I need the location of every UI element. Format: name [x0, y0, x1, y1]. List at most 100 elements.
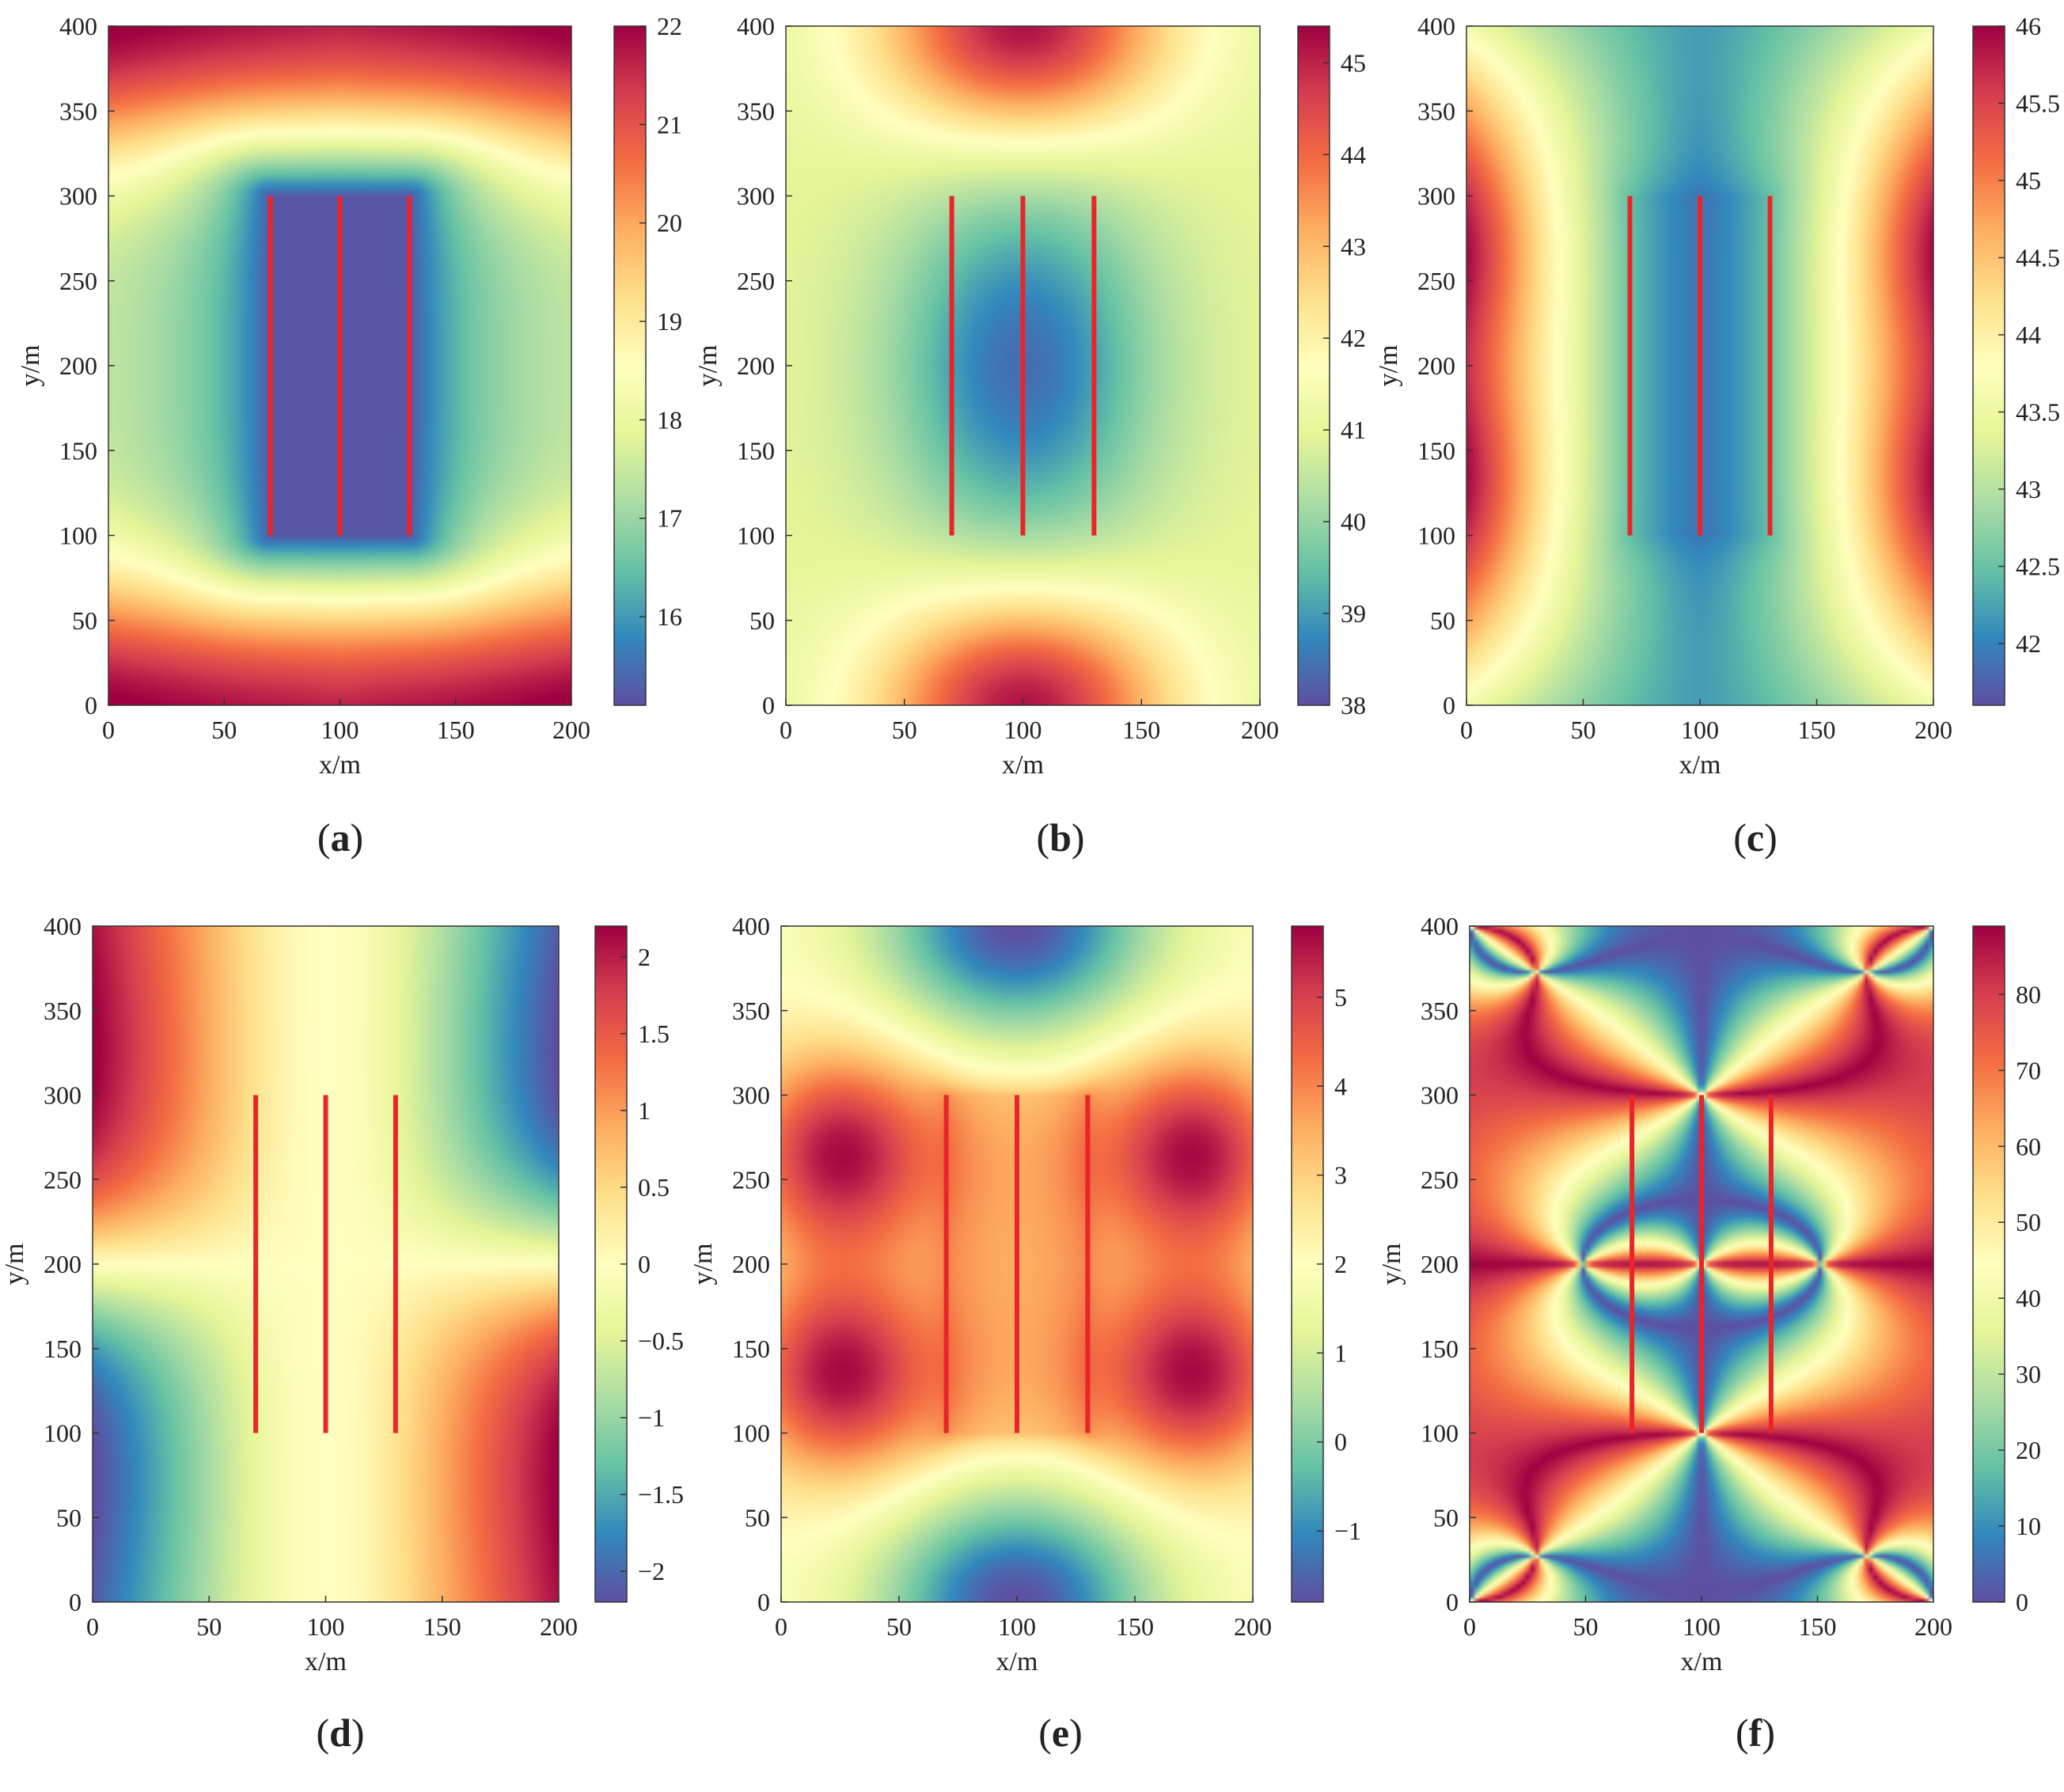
colorbar: [1972, 25, 2005, 706]
x-tick-label: 150: [1116, 1612, 1154, 1641]
x-tick-label: 200: [540, 1612, 578, 1641]
colorbar-tick-label: 40: [1341, 507, 1366, 536]
x-axis-label: x/m: [1681, 1647, 1723, 1676]
colorbar-tick-label: 30: [2016, 1360, 2041, 1388]
y-tick-label: 350: [732, 997, 770, 1025]
y-tick-label: 0: [1446, 1588, 1459, 1616]
x-axis-label: x/m: [996, 1647, 1038, 1676]
panel-label-close: ): [1764, 815, 1778, 860]
x-tick-label: 50: [892, 716, 917, 744]
y-tick-label: 300: [1421, 1081, 1459, 1110]
colorbar-tick-label: 44: [2016, 321, 2041, 349]
y-tick-label: 0: [757, 1588, 770, 1616]
panel-d: 0 50 100 150 200 0 50 100 150 200 250 300 350 400 x/m y…: [0, 912, 684, 1755]
x-tick-label: 0: [1463, 1612, 1476, 1641]
panel-label: (f): [1736, 1710, 1775, 1755]
y-tick-label: 100: [44, 1419, 82, 1448]
y-tick-label: 250: [44, 1165, 82, 1194]
panel-label: (e): [1038, 1710, 1083, 1755]
colorbar-tick-label: 4: [1334, 1072, 1347, 1100]
y-tick-label: 100: [1421, 1419, 1459, 1448]
y-tick-label: 0: [69, 1588, 82, 1616]
x-tick-label: 0: [775, 1612, 787, 1641]
colorbar-tick-label: 45.5: [2016, 89, 2060, 118]
y-tick-label: 200: [1417, 351, 1455, 380]
colorbar-tick-label: 1.5: [638, 1019, 670, 1048]
panel-label-open: (: [1736, 1710, 1749, 1755]
colorbar-tick-label: 60: [2016, 1132, 2041, 1160]
colorbar-tick-label: 16: [657, 602, 682, 631]
colorbar-tick-label: 18: [657, 405, 682, 434]
panel-label-letter: a: [331, 815, 351, 860]
x-tick-label: 150: [1122, 716, 1160, 744]
colorbar-tick-label: 39: [1341, 599, 1366, 628]
x-tick-label: 200: [1914, 1612, 1952, 1641]
y-tick-label: 100: [1417, 522, 1455, 550]
panel-label-letter: e: [1052, 1710, 1069, 1755]
colorbar: [613, 25, 647, 706]
y-tick-label: 50: [1430, 606, 1455, 635]
colorbar-tick-label: −1: [1334, 1517, 1361, 1545]
panel-label-close: ): [351, 1710, 365, 1755]
colorbar-tick-label: 42.5: [2016, 552, 2060, 581]
panel-b: 0 50 100 150 200 0 50 100 150 200 250 300 350 400 x/m y…: [693, 12, 1366, 860]
x-tick-label: 100: [1004, 716, 1042, 744]
x-tick-label: 50: [196, 1612, 222, 1641]
panel-label-open: (: [1036, 815, 1049, 860]
y-tick-label: 300: [59, 182, 97, 211]
colorbar-tick-label: 21: [657, 110, 682, 139]
colorbar-tick-label: 3: [1334, 1161, 1347, 1190]
colorbar-tick-label: 80: [2016, 980, 2041, 1008]
x-tick-label: 0: [102, 716, 115, 744]
colorbar-tick-label: 5: [1334, 983, 1347, 1012]
y-tick-label: 150: [1421, 1335, 1459, 1363]
y-tick-label: 400: [44, 912, 82, 940]
y-tick-label: 250: [737, 267, 775, 295]
colorbar-tick-label: 43.5: [2016, 398, 2060, 427]
x-tick-label: 200: [1234, 1612, 1272, 1641]
y-tick-label: 350: [44, 997, 82, 1025]
x-tick-label: 200: [1241, 716, 1279, 744]
x-tick-label: 150: [423, 1612, 461, 1641]
panel-label: (b): [1036, 815, 1084, 860]
panel-f: 0 50 100 150 200050100150200250300350400x/my…: [1377, 912, 2041, 1755]
y-tick-label: 350: [1421, 997, 1459, 1025]
y-tick-label: 400: [732, 912, 770, 940]
x-tick-label: 100: [1681, 716, 1719, 744]
y-tick-label: 300: [1417, 182, 1455, 211]
x-tick-label: 50: [1573, 1612, 1599, 1641]
panel-label-letter: c: [1747, 815, 1764, 860]
colorbar-tick-label: 19: [657, 307, 682, 336]
colorbar-tick-label: 0: [1334, 1428, 1347, 1456]
y-tick-label: 300: [44, 1081, 82, 1110]
colorbar-tick-label: 0: [638, 1250, 651, 1278]
panel-label-open: (: [317, 815, 331, 860]
y-tick-label: 50: [1433, 1503, 1459, 1532]
x-axis-label: x/m: [1679, 750, 1721, 780]
colorbar-tick-label: 38: [1341, 691, 1366, 719]
colorbar-tick-label: 20: [657, 209, 682, 237]
y-tick-label: 0: [762, 691, 775, 719]
y-tick-label: 250: [1417, 267, 1455, 295]
y-tick-label: 200: [1421, 1250, 1459, 1278]
colorbar-tick-label: 43: [2016, 475, 2041, 503]
x-tick-label: 150: [1798, 716, 1836, 744]
colorbar-tick-label: 46: [2016, 12, 2041, 40]
panel-a: 0 50 100 150 200 0 50 100 150 200 250 300 350 400 x/m y…: [16, 12, 682, 860]
colorbar-tick-label: 50: [2016, 1208, 2041, 1236]
colorbar-tick-label: 22: [657, 12, 682, 40]
colorbar-tick-label: 0: [2016, 1588, 2028, 1616]
y-tick-label: 100: [732, 1419, 770, 1448]
panel-label-letter: d: [329, 1710, 351, 1755]
y-axis-label: y/m: [693, 345, 723, 387]
y-tick-label: 250: [59, 267, 97, 295]
panel-c: 0 50 100 150 200 0 50 100 150 200 250 300 350 400 x/m y…: [1374, 12, 2060, 860]
colorbar-tick-label: −2: [638, 1557, 665, 1585]
panel-label-close: ): [1069, 1710, 1083, 1755]
y-tick-label: 50: [72, 606, 97, 635]
x-tick-label: 50: [1571, 716, 1596, 744]
y-tick-label: 400: [1417, 12, 1455, 40]
colorbar-tick-label: −0.5: [638, 1327, 684, 1355]
y-tick-label: 150: [44, 1335, 82, 1363]
